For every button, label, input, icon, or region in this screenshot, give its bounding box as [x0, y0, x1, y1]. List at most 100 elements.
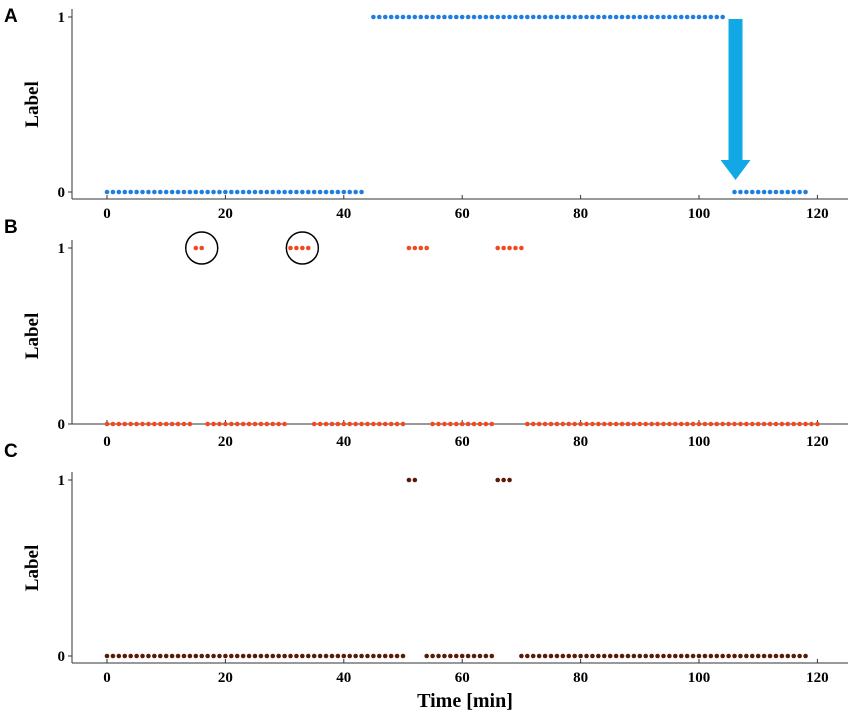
data-point — [388, 14, 394, 20]
data-point — [353, 421, 358, 427]
data-point — [702, 14, 708, 20]
data-point — [234, 189, 240, 195]
data-point — [442, 653, 447, 659]
data-point — [134, 189, 139, 195]
data-point — [382, 14, 388, 20]
data-point — [300, 189, 305, 195]
data-point — [779, 653, 785, 659]
data-point — [495, 477, 501, 483]
data-point — [584, 14, 589, 20]
data-point — [134, 653, 139, 659]
data-point — [199, 245, 205, 251]
data-point — [601, 421, 607, 427]
data-point — [353, 189, 358, 195]
data-point — [779, 189, 785, 195]
data-point — [738, 189, 743, 195]
data-point — [655, 14, 660, 20]
data-point — [738, 653, 743, 659]
data-point — [720, 421, 725, 427]
x-tick-label: 0 — [103, 670, 111, 686]
data-point — [442, 14, 447, 20]
data-point — [175, 653, 181, 659]
data-point — [554, 14, 560, 20]
data-point — [554, 653, 560, 659]
data-point — [116, 421, 122, 427]
data-point — [566, 421, 572, 427]
data-point — [755, 421, 761, 427]
data-point — [430, 653, 435, 659]
data-point — [459, 421, 465, 427]
data-point — [282, 189, 287, 195]
data-point — [234, 421, 240, 427]
data-point — [359, 189, 364, 195]
data-point — [193, 189, 199, 195]
data-point — [483, 14, 489, 20]
x-tick-label: 20 — [218, 206, 233, 222]
data-point — [412, 14, 418, 20]
data-point — [240, 421, 246, 427]
data-point — [744, 653, 749, 659]
data-point — [631, 421, 637, 427]
data-point — [572, 421, 577, 427]
data-point — [252, 189, 258, 195]
data-point — [347, 421, 353, 427]
data-point — [305, 189, 311, 195]
data-point — [459, 14, 465, 20]
data-point — [128, 189, 133, 195]
data-point — [596, 653, 601, 659]
data-point — [394, 421, 400, 427]
data-point — [767, 421, 773, 427]
data-point — [163, 653, 169, 659]
data-point — [211, 189, 216, 195]
data-point — [501, 245, 506, 251]
data-point — [264, 189, 270, 195]
data-point — [205, 189, 210, 195]
data-point — [169, 189, 175, 195]
data-point — [335, 421, 341, 427]
data-point — [471, 14, 477, 20]
data-point — [619, 653, 625, 659]
data-point — [252, 653, 258, 659]
data-point — [246, 653, 252, 659]
data-point — [217, 189, 222, 195]
data-point — [365, 421, 370, 427]
data-point — [661, 14, 666, 20]
data-point — [655, 653, 660, 659]
data-point — [110, 189, 116, 195]
data-point — [122, 421, 128, 427]
data-point — [152, 421, 157, 427]
data-point — [329, 653, 335, 659]
data-point — [619, 421, 625, 427]
data-point — [305, 653, 311, 659]
x-tick-label: 100 — [688, 206, 711, 222]
data-point — [388, 421, 394, 427]
data-point — [377, 14, 382, 20]
data-point — [560, 421, 566, 427]
data-point — [329, 421, 335, 427]
data-point — [406, 14, 412, 20]
data-point — [193, 245, 199, 251]
data-point — [625, 14, 631, 20]
data-point — [578, 421, 583, 427]
data-point — [246, 189, 252, 195]
data-point — [448, 421, 453, 427]
data-point — [436, 421, 441, 427]
data-point — [779, 421, 785, 427]
data-point — [542, 653, 548, 659]
data-point — [749, 653, 755, 659]
data-point — [282, 653, 287, 659]
data-point — [803, 189, 808, 195]
data-point — [726, 421, 731, 427]
data-point — [347, 189, 353, 195]
data-point — [347, 653, 353, 659]
x-tick-label: 80 — [573, 206, 588, 222]
data-point — [483, 653, 489, 659]
data-point — [495, 14, 501, 20]
data-point — [264, 653, 270, 659]
data-point — [276, 653, 281, 659]
data-point — [270, 653, 276, 659]
data-point — [584, 421, 589, 427]
data-point — [134, 421, 139, 427]
data-point — [601, 653, 607, 659]
